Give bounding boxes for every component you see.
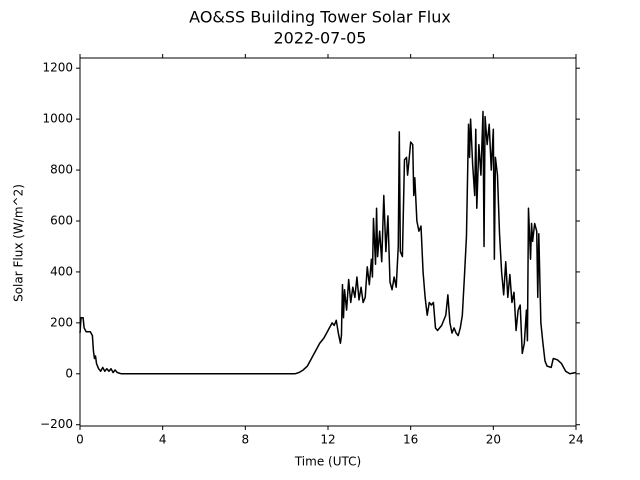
x-tick-label: 4 [159,433,167,447]
x-tick-label: 24 [568,433,583,447]
chart-title: AO&SS Building Tower Solar Flux [189,8,451,27]
y-tick-label: 1000 [42,112,73,126]
y-tick-label: 400 [50,264,73,278]
x-tick-label: 20 [486,433,501,447]
data-line [79,110,577,375]
y-tick-label: 1200 [42,61,73,75]
y-tick-label: 200 [50,315,73,329]
x-tick-label: 8 [242,433,250,447]
y-tick-label: 800 [50,163,73,177]
x-tick-label: 12 [320,433,335,447]
x-axis-label: Time (UTC) [294,455,361,469]
y-tick-label: 0 [65,366,73,380]
y-axis-label: Solar Flux (W/m^2) [12,184,26,302]
x-tick-label: 0 [76,433,84,447]
x-tick-label: 16 [403,433,418,447]
y-tick-label: 600 [50,213,73,227]
plot-frame [79,57,577,427]
chart-subtitle: 2022-07-05 [274,29,367,48]
y-tick-label: −200 [40,417,73,431]
